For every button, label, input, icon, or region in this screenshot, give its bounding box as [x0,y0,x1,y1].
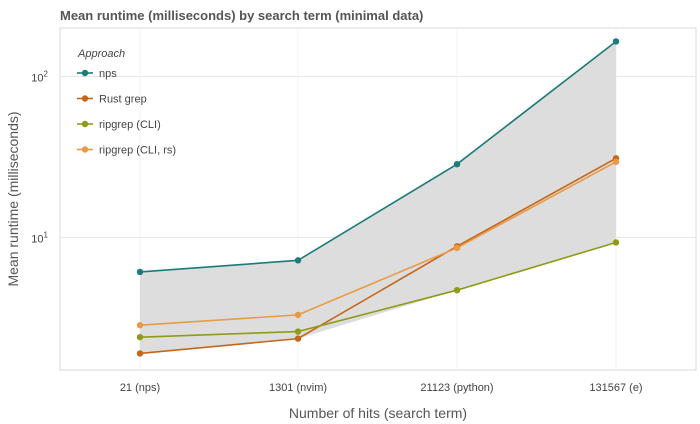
data-point-2-1 [294,328,302,335]
data-point-3-3 [612,158,620,165]
data-point-3-2 [453,244,461,252]
legend-key-point-1 [81,95,89,102]
data-point-2-0 [136,333,144,341]
data-point-3-1 [294,311,302,319]
y-tick-label-0: 101 [31,230,48,245]
y-tick-label-1: 102 [31,69,48,84]
legend-label-0: nps [99,68,117,80]
data-point-0-2 [453,160,461,168]
series-lines [139,40,617,355]
data-point-2-2 [453,286,461,294]
data-point-3-0 [136,321,144,329]
legend-key-point-2 [81,120,89,128]
data-point-1-1 [294,335,302,342]
data-point-0-1 [294,257,302,264]
x-tick-label-3: 131567 (e) [589,382,642,394]
x-tick-label-2: 21123 (python) [420,382,493,394]
y-axis-title: Mean runtime (milliseconds) [5,111,21,286]
legend: Approach nps Rust grep ripgrep (CLI) ripgre… [77,48,176,157]
x-axis-title: Number of hits (search term) [289,405,467,421]
x-tick-label-1: 1301 (nvim) [269,382,327,394]
series-line-1 [139,157,617,355]
data-point-0-0 [136,268,144,276]
legend-label-2: ripgrep (CLI) [99,119,161,131]
y-tick-labels: 101 102 [31,69,48,245]
series-line-0 [139,40,617,273]
data-point-1-0 [136,350,144,357]
legend-title: Approach [77,48,125,60]
series-line-3 [139,161,617,326]
legend-key-point-0 [81,69,89,77]
data-point-0-3 [612,38,620,45]
x-tick-label-0: 21 (nps) [120,382,160,394]
legend-label-1: Rust grep [99,94,147,106]
chart-title: Mean runtime (milliseconds) by search te… [60,8,423,23]
series-line-2 [139,241,617,338]
range-band [140,41,616,354]
series-points [136,38,620,357]
x-tick-labels: 21 (nps) 1301 (nvim) 21123 (python) 131567 … [120,382,643,394]
data-point-2-3 [612,239,620,246]
legend-label-3: ripgrep (CLI, rs) [99,145,176,157]
legend-key-point-3 [81,146,89,153]
